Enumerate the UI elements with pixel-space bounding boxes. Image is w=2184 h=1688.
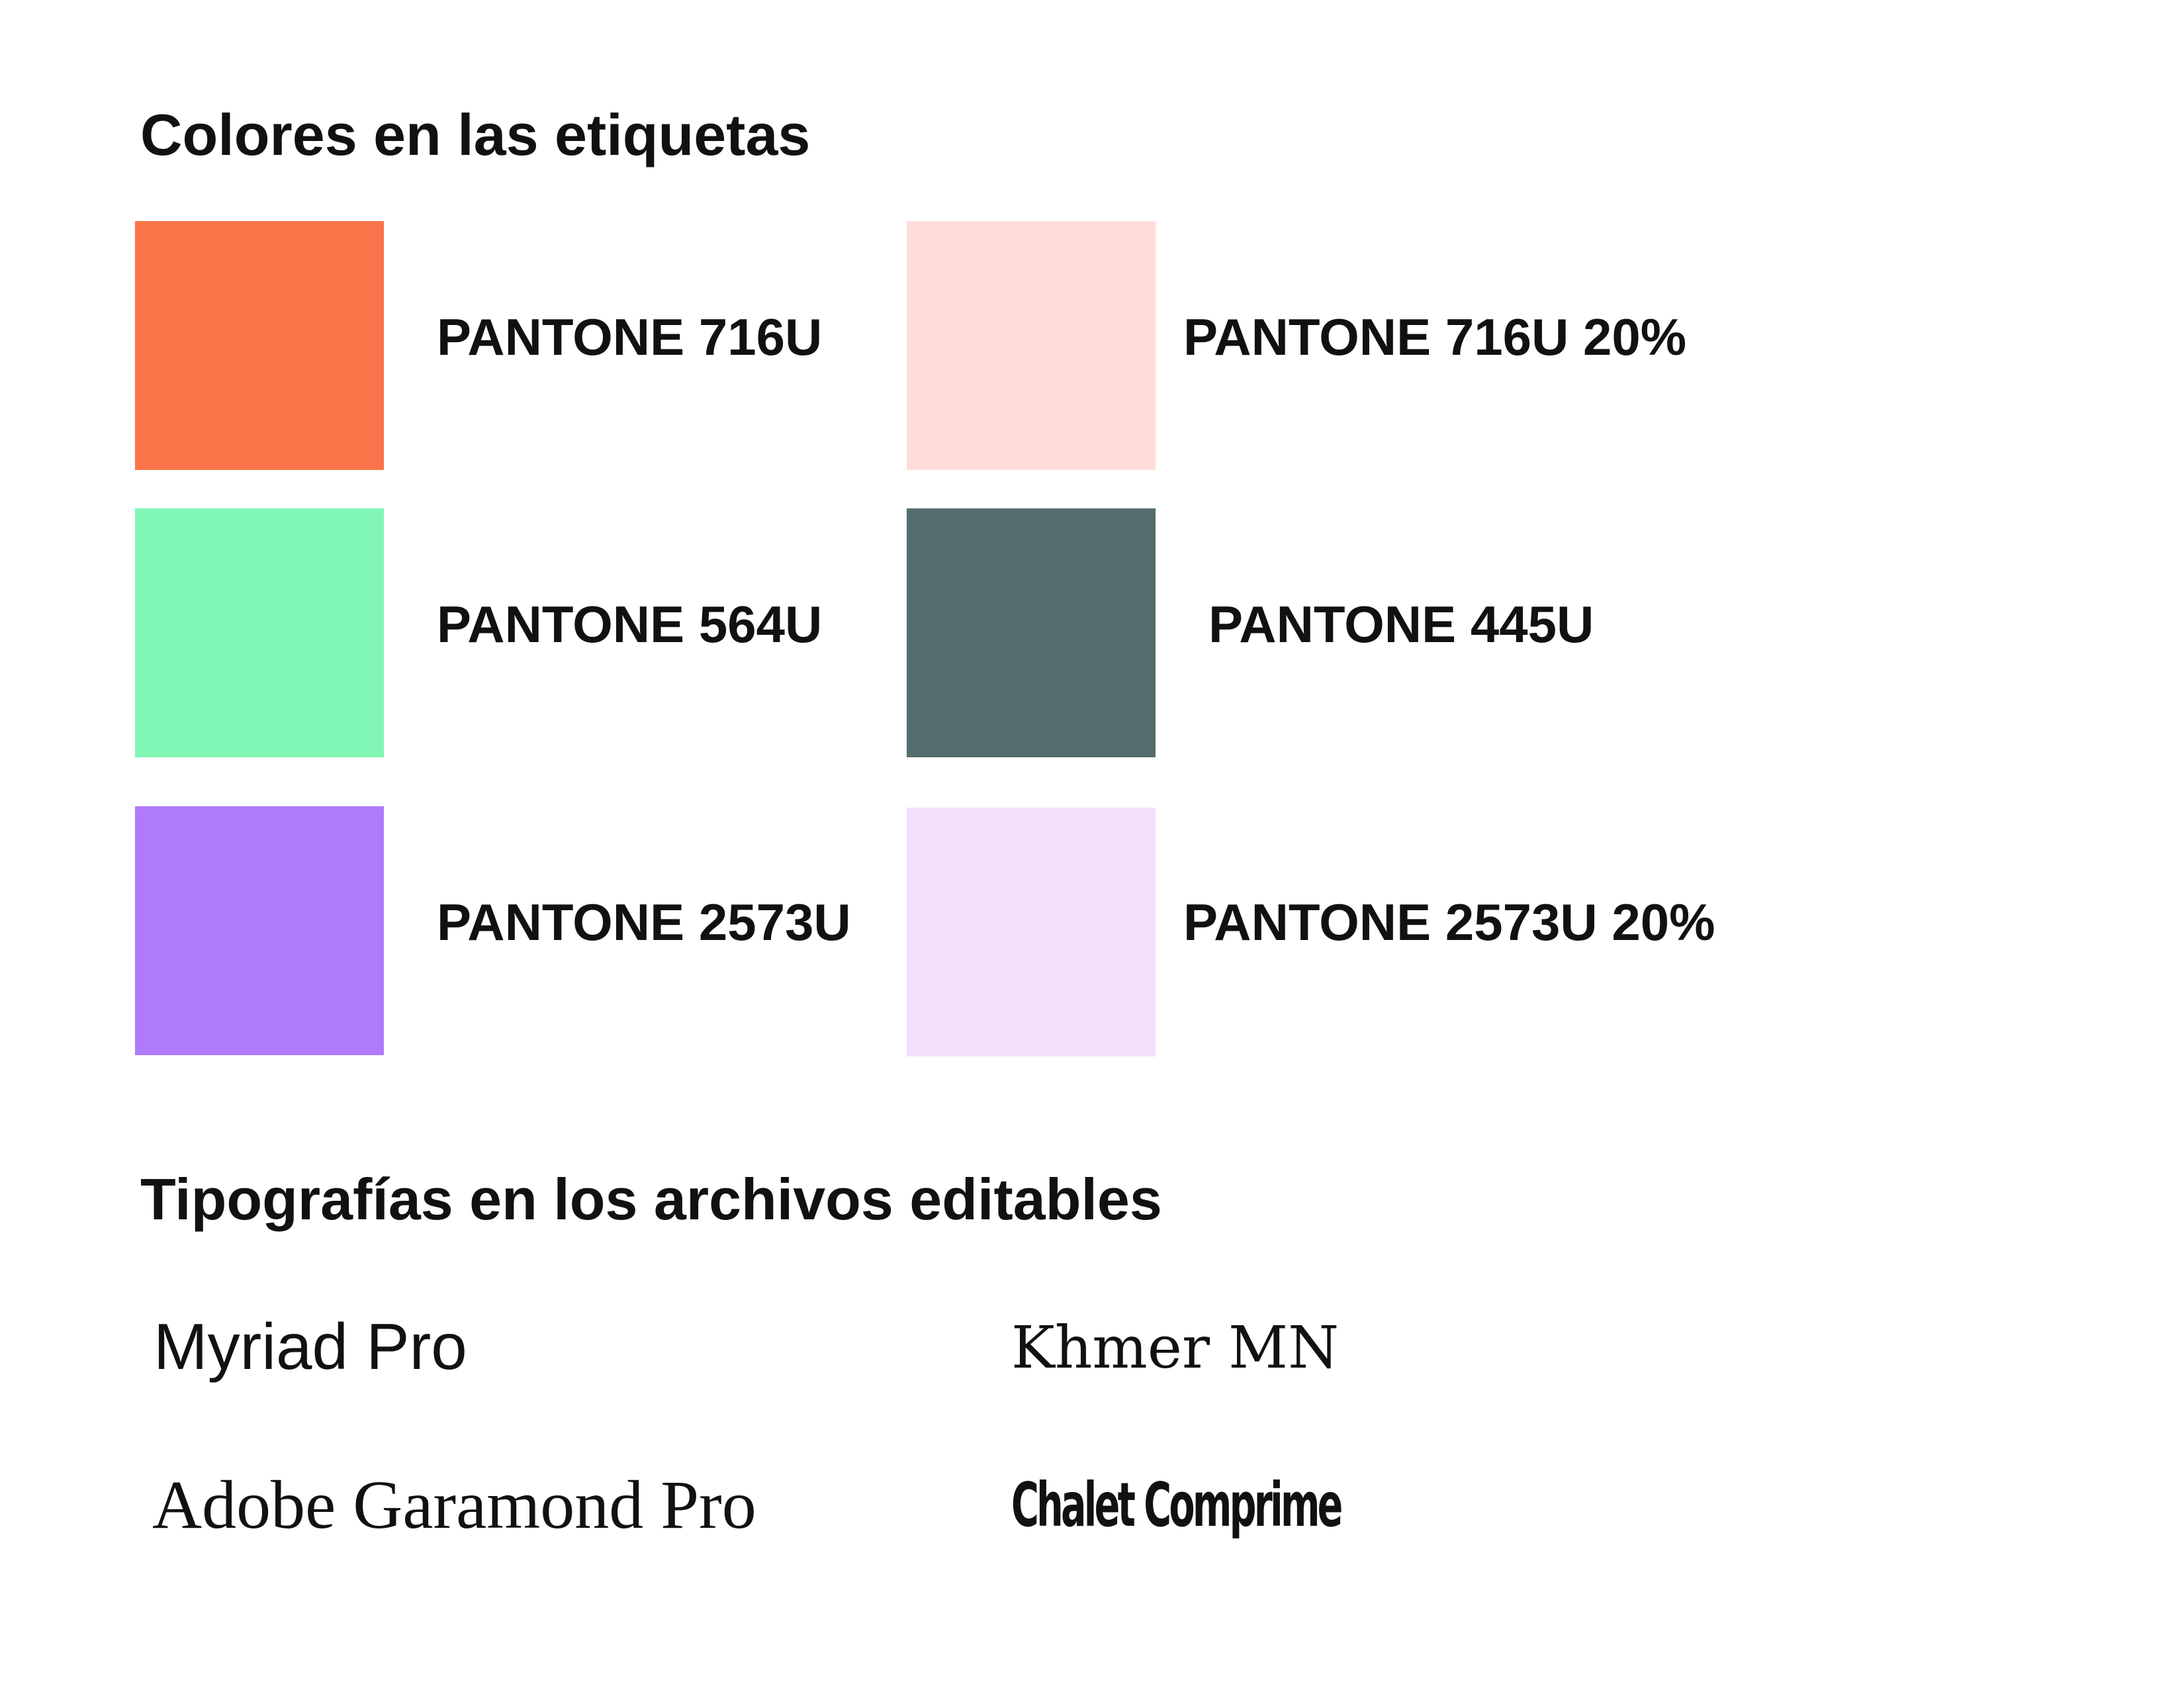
font-sample-chalet-comprime: Chalet Comprime	[1011, 1470, 1343, 1540]
color-label-pantone-2573u-20: PANTONE 2573U 20%	[1183, 893, 1715, 951]
font-sample-adobe-garamond-pro: Adobe Garamond Pro	[152, 1467, 756, 1543]
color-swatch-pantone-564u	[135, 508, 384, 757]
color-swatch-pantone-716u-20	[907, 221, 1156, 470]
color-label-pantone-716u-20: PANTONE 716U 20%	[1183, 308, 1687, 366]
color-label-pantone-2573u: PANTONE 2573U	[437, 893, 851, 951]
color-label-pantone-716u: PANTONE 716U	[437, 308, 823, 366]
typography-section-title: Tipografías en los archivos editables	[140, 1166, 1162, 1232]
color-swatch-pantone-2573u-20	[907, 808, 1156, 1056]
color-label-pantone-445u: PANTONE 445U	[1208, 595, 1594, 653]
color-swatch-pantone-2573u	[135, 806, 384, 1055]
colors-section-title: Colores en las etiquetas	[140, 102, 811, 167]
color-swatch-pantone-445u	[907, 508, 1156, 757]
font-sample-khmer-mn: Khmer MN	[1011, 1313, 1340, 1382]
color-swatch-pantone-716u	[135, 221, 384, 470]
font-sample-myriad-pro: Myriad Pro	[154, 1310, 467, 1383]
color-label-pantone-564u: PANTONE 564U	[437, 595, 823, 653]
